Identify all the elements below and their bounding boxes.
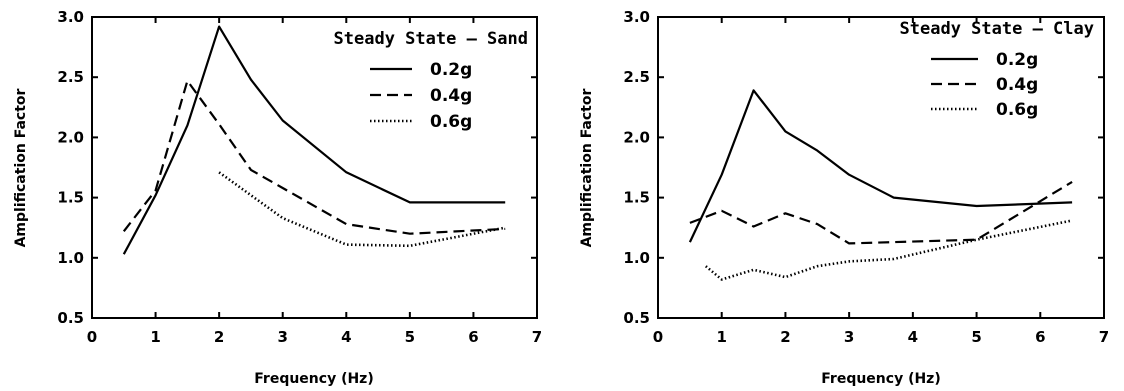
x-tick-label: 6 xyxy=(468,328,478,346)
y-tick-label: 0.5 xyxy=(57,309,84,327)
series-line-0-6g xyxy=(704,219,1073,281)
x-tick-label: 7 xyxy=(1099,328,1109,346)
y-tick-label: 2.0 xyxy=(57,128,84,146)
y-tick-label: 1.0 xyxy=(623,249,650,267)
x-tick-label: 0 xyxy=(87,328,97,346)
plot-frame xyxy=(91,16,538,319)
y-tick-label: 1.5 xyxy=(57,189,84,207)
series-line-0-4g xyxy=(689,180,1073,245)
y-axis-title: Amplification Factor xyxy=(579,88,595,247)
legend-label-0-6g: 0.6g xyxy=(996,100,1038,120)
y-tick-label: 0.5 xyxy=(623,309,650,327)
x-tick-label: 2 xyxy=(780,328,790,346)
y-axis-title: Amplification Factor xyxy=(13,88,29,247)
x-tick-label: 1 xyxy=(716,328,726,346)
x-axis-title: Frequency (Hz) xyxy=(254,371,373,387)
y-tick-label: 1.5 xyxy=(623,189,650,207)
legend-label-0-6g: 0.6g xyxy=(430,112,472,132)
y-tick-label: 3.0 xyxy=(57,8,84,26)
y-tick-label: 3.0 xyxy=(623,8,650,26)
series-line-0-2g xyxy=(688,89,1073,243)
legend-label-0-4g: 0.4g xyxy=(430,86,472,106)
plot-frame xyxy=(657,16,1105,319)
x-tick-label: 4 xyxy=(341,328,351,346)
legend-label-0-4g: 0.4g xyxy=(996,75,1038,95)
x-tick-label: 7 xyxy=(532,328,542,346)
x-tick-label: 3 xyxy=(277,328,287,346)
chart-title: Steady State – Clay xyxy=(900,19,1094,39)
x-tick-label: 0 xyxy=(653,328,663,346)
y-tick-label: 2.0 xyxy=(623,128,650,146)
x-tick-label: 4 xyxy=(908,328,918,346)
x-tick-label: 1 xyxy=(150,328,160,346)
legend-label-0-2g: 0.2g xyxy=(996,50,1038,70)
chart-clay: 0 1 2 3 4 5 6 7 0.5 1.0 1.5 2.0 2.5 3.0 Frequency (Hz)… xyxy=(579,8,1109,387)
chart-sand: 0 1 2 3 4 5 6 7 0.5 1.0 1.5 2.0 2.5 3.0 Frequency (Hz)… xyxy=(13,8,542,387)
y-tick-label: 2.5 xyxy=(57,68,84,86)
y-tick-label: 2.5 xyxy=(623,68,650,86)
series-line-0-4g xyxy=(122,79,506,235)
x-axis-title: Frequency (Hz) xyxy=(821,371,940,387)
y-tick-label: 1.0 xyxy=(57,249,84,267)
series-line-0-6g xyxy=(218,171,506,248)
series-line-0-2g xyxy=(122,25,506,255)
x-tick-label: 6 xyxy=(1035,328,1045,346)
x-tick-label: 2 xyxy=(214,328,224,346)
legend-label-0-2g: 0.2g xyxy=(430,60,472,80)
chart-title: Steady State – Sand xyxy=(334,29,528,49)
x-tick-label: 5 xyxy=(405,328,415,346)
x-tick-label: 3 xyxy=(844,328,854,346)
x-tick-label: 5 xyxy=(971,328,981,346)
